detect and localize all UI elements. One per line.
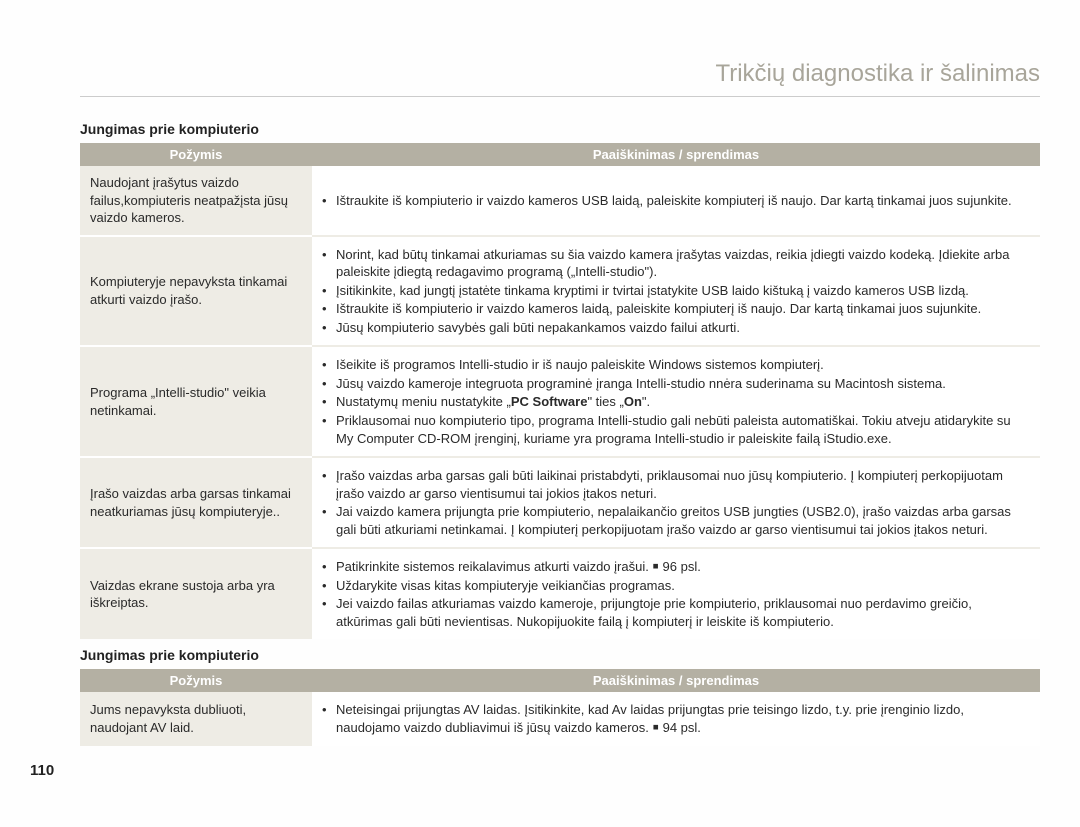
explanation-cell: Išeikite iš programos Intelli-studio ir …	[312, 346, 1040, 457]
bullet-item: Įrašo vaizdas arba garsas gali būti laik…	[322, 467, 1030, 502]
bullet-item: Jūsų kompiuterio savybės gali būti nepak…	[322, 319, 1030, 337]
symptom-cell: Kompiuteryje nepavyksta tinkamai atkurti…	[80, 236, 312, 347]
chapter-title: Trikčių diagnostika ir šalinimas	[80, 60, 1040, 97]
bullet-item: Ištraukite iš kompiuterio ir vaizdo kame…	[322, 192, 1030, 210]
symptom-cell: Vaizdas ekrane sustoja arba yra iškreipt…	[80, 548, 312, 639]
table-row: Kompiuteryje nepavyksta tinkamai atkurti…	[80, 236, 1040, 347]
bullet-item: Norint, kad būtų tinkamai atkuriamas su …	[322, 246, 1030, 281]
explanation-cell: Patikrinkite sistemos reikalavimus atkur…	[312, 548, 1040, 639]
symptom-cell: Programa „Intelli-studio" veikia netinka…	[80, 346, 312, 457]
bullet-item: Patikrinkite sistemos reikalavimus atkur…	[322, 558, 1030, 576]
col-header-explain: Paaiškinimas / sprendimas	[312, 143, 1040, 166]
bullet-item: Jūsų vaizdo kameroje integruota programi…	[322, 375, 1030, 393]
table-row: Jums nepavyksta dubliuoti, naudojant AV …	[80, 692, 1040, 745]
bullet-item: Išeikite iš programos Intelli-studio ir …	[322, 356, 1030, 374]
table-row: Programa „Intelli-studio" veikia netinka…	[80, 346, 1040, 457]
bullet-item: Nustatymų meniu nustatykite „PC Software…	[322, 393, 1030, 411]
page-number: 110	[30, 762, 54, 779]
bullet-list: Ištraukite iš kompiuterio ir vaizdo kame…	[322, 192, 1030, 210]
bullet-item: Jei vaizdo failas atkuriamas vaizdo kame…	[322, 595, 1030, 630]
bullet-item: Neteisingai prijungtas AV laidas. Įsitik…	[322, 701, 1030, 736]
col-header-explain: Paaiškinimas / sprendimas	[312, 669, 1040, 692]
explanation-cell: Įrašo vaizdas arba garsas gali būti laik…	[312, 457, 1040, 548]
col-header-symptom: Požymis	[80, 669, 312, 692]
explanation-cell: Neteisingai prijungtas AV laidas. Įsitik…	[312, 692, 1040, 745]
section2-title: Jungimas prie kompiuterio	[80, 647, 1040, 663]
bullet-list: Patikrinkite sistemos reikalavimus atkur…	[322, 558, 1030, 630]
bullet-item: Priklausomai nuo kompiuterio tipo, progr…	[322, 412, 1030, 447]
bullet-item: Įsitikinkite, kad jungtį įstatėte tinkam…	[322, 282, 1030, 300]
troubleshooting-table-1: Požymis Paaiškinimas / sprendimas Naudoj…	[80, 143, 1040, 639]
col-header-symptom: Požymis	[80, 143, 312, 166]
symptom-cell: Įrašo vaizdas arba garsas tinkamai neatk…	[80, 457, 312, 548]
document-page: Trikčių diagnostika ir šalinimas Jungima…	[0, 0, 1080, 774]
table-row: Įrašo vaizdas arba garsas tinkamai neatk…	[80, 457, 1040, 548]
troubleshooting-table-2: Požymis Paaiškinimas / sprendimas Jums n…	[80, 669, 1040, 745]
section1-title: Jungimas prie kompiuterio	[80, 121, 1040, 137]
bullet-list: Neteisingai prijungtas AV laidas. Įsitik…	[322, 701, 1030, 736]
bullet-list: Norint, kad būtų tinkamai atkuriamas su …	[322, 246, 1030, 337]
table-row: Vaizdas ekrane sustoja arba yra iškreipt…	[80, 548, 1040, 639]
table-row: Naudojant įrašytus vaizdo failus,kompiut…	[80, 166, 1040, 236]
symptom-cell: Naudojant įrašytus vaizdo failus,kompiut…	[80, 166, 312, 236]
bullet-list: Įrašo vaizdas arba garsas gali būti laik…	[322, 467, 1030, 538]
explanation-cell: Ištraukite iš kompiuterio ir vaizdo kame…	[312, 166, 1040, 236]
bullet-item: Ištraukite iš kompiuterio ir vaizdo kame…	[322, 300, 1030, 318]
bullet-item: Uždarykite visas kitas kompiuteryje veik…	[322, 577, 1030, 595]
bullet-item: Jai vaizdo kamera prijungta prie kompiut…	[322, 503, 1030, 538]
bullet-list: Išeikite iš programos Intelli-studio ir …	[322, 356, 1030, 447]
symptom-cell: Jums nepavyksta dubliuoti, naudojant AV …	[80, 692, 312, 745]
explanation-cell: Norint, kad būtų tinkamai atkuriamas su …	[312, 236, 1040, 347]
